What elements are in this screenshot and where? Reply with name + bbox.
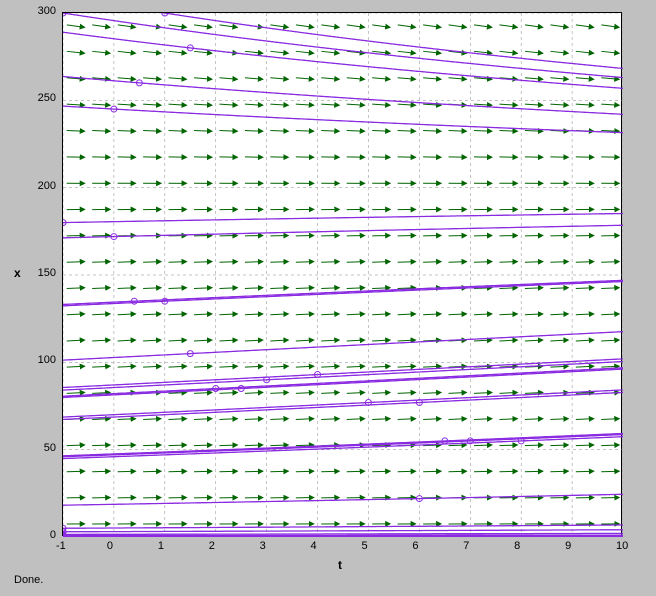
y-tick-label: 300 (38, 5, 56, 17)
x-tick-label: 10 (616, 540, 628, 552)
x-tick-label: 0 (107, 540, 113, 552)
x-tick-label: 9 (565, 540, 571, 552)
x-tick-label: 6 (412, 540, 418, 552)
solution-curve (63, 525, 623, 528)
x-tick-label: 5 (361, 540, 367, 552)
y-tick-label: 50 (44, 442, 56, 454)
solution-curve (63, 361, 623, 391)
y-axis-label: x (14, 266, 21, 280)
x-tick-label: 8 (514, 540, 520, 552)
x-tick-label: 4 (311, 540, 317, 552)
solution-curve (63, 331, 623, 361)
x-tick-label: 3 (260, 540, 266, 552)
solution-curve (63, 225, 623, 238)
solution-curve (63, 530, 623, 532)
solution-curve (63, 436, 623, 459)
y-tick-label: 250 (38, 92, 56, 104)
gridlines (63, 13, 623, 537)
solution-curve (63, 533, 623, 534)
solution-curve (63, 494, 623, 505)
y-tick-label: 0 (50, 529, 56, 541)
direction-field (67, 25, 620, 524)
solution-curve (63, 392, 623, 420)
chart-svg (63, 13, 623, 537)
solution-curve (63, 13, 623, 78)
y-tick-label: 100 (38, 354, 56, 366)
status-text: Done. (14, 574, 43, 586)
x-tick-label: 2 (209, 540, 215, 552)
plot-area (62, 12, 622, 536)
solution-curve (63, 280, 623, 305)
solution-curve (63, 213, 623, 222)
solution-curve (63, 281, 623, 306)
x-tick-label: 7 (463, 540, 469, 552)
x-axis-label: t (338, 558, 342, 572)
solution-curve (63, 13, 623, 69)
y-tick-label: 150 (38, 267, 56, 279)
x-tick-label: -1 (56, 540, 66, 552)
x-tick-label: 1 (158, 540, 164, 552)
y-tick-label: 200 (38, 180, 56, 192)
